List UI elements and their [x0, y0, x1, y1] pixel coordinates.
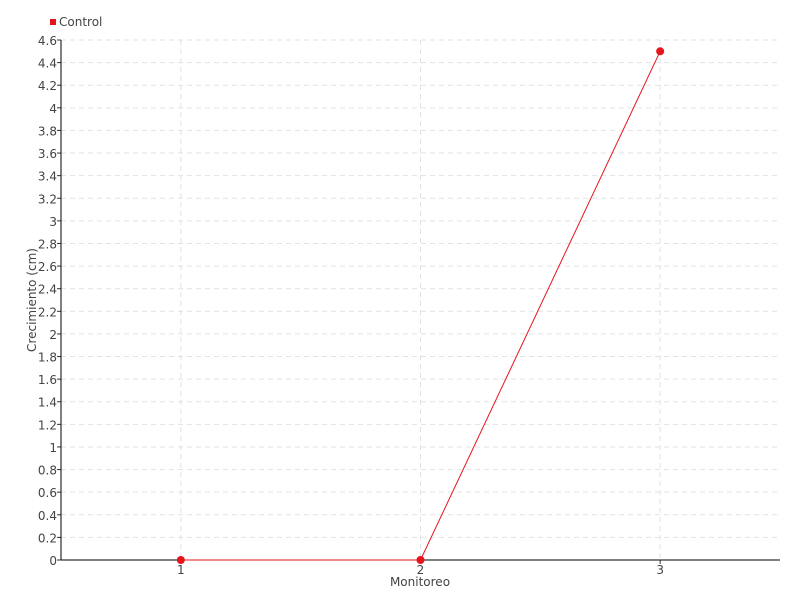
y-tick-label: 0: [49, 554, 57, 568]
y-tick-label: 0.6: [38, 486, 57, 500]
y-tick-label: 2.2: [38, 305, 57, 319]
x-axis-label: Monitoreo: [390, 575, 450, 589]
y-tick-label: 1: [49, 441, 57, 455]
y-tick-label: 1.8: [38, 351, 57, 365]
y-tick-label: 1.2: [38, 418, 57, 432]
legend-label: Control: [59, 15, 102, 29]
y-tick-label: 0.8: [38, 464, 57, 478]
y-tick-label: 2: [49, 328, 57, 342]
data-point: [176, 556, 185, 564]
grid: [61, 39, 780, 560]
y-tick-label: 0.4: [38, 509, 57, 523]
axes: 0 0.2 0.4 0.6 0.8 1 1.2 1.4 1.6 1.8 2 2.2 2.4 2.6 2.8 3…: [38, 34, 780, 577]
data-point: [656, 47, 665, 56]
y-tick-label: 2.8: [38, 237, 57, 251]
y-axis-label: Crecimiento (cm): [25, 248, 39, 352]
x-tick-label: 2: [417, 563, 425, 577]
y-tick-label: 1.4: [38, 396, 57, 410]
y-tick-label: 4: [49, 102, 57, 116]
y-tick-label: 4.4: [38, 57, 57, 71]
series: [176, 47, 665, 564]
y-tick-label: 0.2: [38, 531, 57, 545]
x-tick-label: 3: [656, 563, 664, 577]
data-point: [416, 556, 425, 564]
y-tick-label: 2.6: [38, 260, 57, 274]
y-tick-label: 4.2: [38, 79, 57, 93]
y-tick-label: 3.8: [38, 124, 57, 138]
y-tick-label: 3: [49, 215, 57, 229]
y-tick-label: 2.4: [38, 283, 57, 297]
legend-swatch: [50, 19, 56, 25]
y-tick-label: 4.6: [38, 34, 57, 48]
y-tick-label: 3.6: [38, 147, 57, 161]
y-tick-label: 1.6: [38, 373, 57, 387]
y-tick-label: 3.4: [38, 170, 57, 184]
x-tick-label: 1: [177, 563, 185, 577]
y-tick-label: 3.2: [38, 192, 57, 206]
legend: Control: [50, 15, 102, 29]
